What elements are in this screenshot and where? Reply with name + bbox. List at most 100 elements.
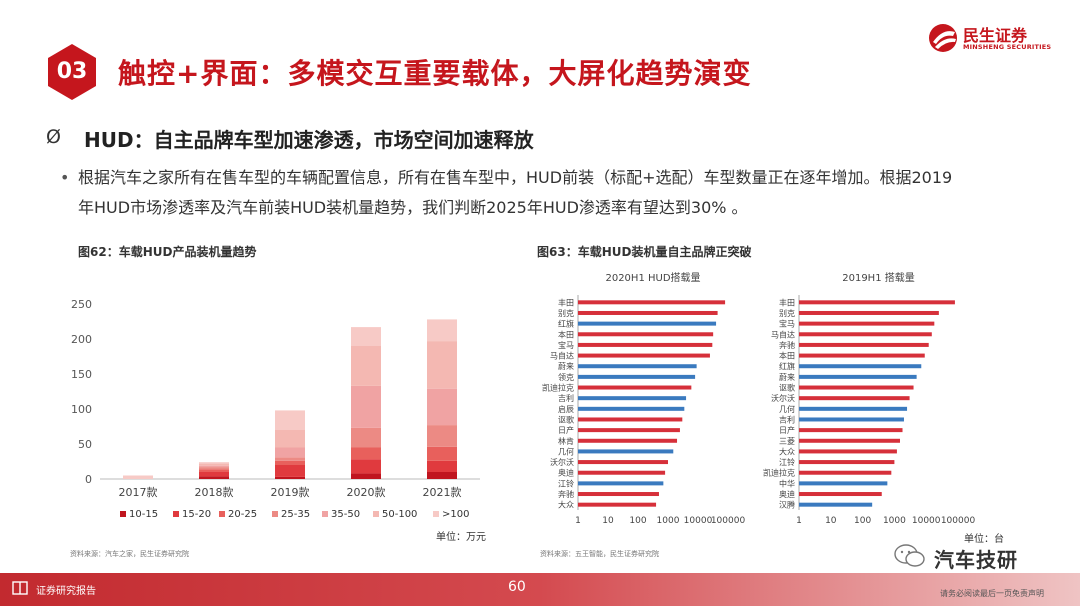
bar: [799, 300, 955, 305]
legend-label: >100: [442, 509, 469, 520]
legend-swatch: [120, 511, 126, 517]
bar: [578, 460, 668, 465]
category-label: 江铃: [779, 457, 795, 467]
bar: [799, 374, 917, 379]
stack-segment: [275, 430, 305, 448]
stack-segment: [427, 446, 457, 461]
bar: [799, 428, 903, 433]
category-label: 宝马: [558, 340, 574, 350]
bar: [799, 364, 922, 369]
hbar-chart-2020h1: 2020H1 HUD搭载量丰田别克红旗本田宝马马自达蔚来领克凯迪拉克吉利启辰讴歌…: [542, 271, 745, 526]
y-tick-label: 250: [71, 298, 92, 311]
legend-swatch: [373, 511, 379, 517]
x-tick-label: 2020款: [347, 485, 386, 499]
subtitle-bullet: Ø: [46, 126, 61, 148]
legend-swatch: [173, 511, 179, 517]
figure63-unit: 单位：台: [964, 534, 1004, 545]
category-label: 吉利: [558, 393, 574, 403]
chart-title: 2019H1 搭载量: [842, 271, 915, 284]
bar: [578, 438, 678, 443]
x-tick-label: 2018款: [195, 485, 234, 499]
category-label: 丰田: [779, 297, 795, 307]
category-label: 马自达: [550, 351, 574, 361]
y-tick-label: 150: [71, 368, 92, 381]
bar: [799, 449, 897, 454]
bar: [799, 406, 908, 411]
stack-segment: [351, 447, 381, 460]
category-label: 红旗: [558, 319, 574, 329]
legend-swatch: [272, 511, 278, 517]
stack-segment: [123, 475, 153, 479]
x-tick-label: 100000: [941, 516, 976, 526]
category-label: 奔驰: [558, 489, 574, 499]
bar: [578, 364, 697, 369]
bar: [799, 385, 914, 390]
stack-segment: [275, 465, 305, 477]
stack-segment: [199, 463, 229, 466]
stack-segment: [427, 460, 457, 472]
y-tick-label: 0: [85, 473, 92, 486]
y-tick-label: 200: [71, 333, 92, 346]
bar: [578, 396, 687, 401]
category-label: 蔚来: [779, 372, 795, 382]
bar: [799, 492, 882, 497]
category-label: 别克: [779, 309, 795, 318]
stack-segment: [275, 460, 305, 465]
bar: [799, 342, 929, 347]
stack-segment: [427, 425, 457, 447]
stack-segment: [427, 319, 457, 342]
category-label: 中华: [779, 478, 795, 488]
category-label: 本田: [558, 329, 574, 339]
category-label: 大众: [558, 500, 574, 510]
bar: [578, 406, 685, 411]
figure63-source: 资料来源：五王智能，民生证券研究院: [540, 550, 659, 558]
category-label: 几何: [779, 404, 795, 414]
bar: [578, 353, 710, 358]
body-bullet: •: [60, 168, 70, 187]
bar: [578, 428, 680, 433]
bar: [578, 417, 683, 422]
legend-swatch: [322, 511, 328, 517]
category-label: 讴歌: [779, 383, 795, 393]
stack-segment: [199, 472, 229, 477]
category-label: 宝马: [779, 319, 795, 329]
bar: [578, 374, 696, 379]
stack-segment: [351, 346, 381, 386]
x-tick-label: 1000: [657, 516, 680, 526]
legend-label: 35-50: [331, 509, 360, 520]
footer-label: 证券研究报告: [36, 586, 96, 597]
category-label: 红旗: [779, 361, 795, 371]
category-label: 凯迪拉克: [542, 383, 574, 393]
section-number: 03: [56, 59, 88, 84]
category-label: 奥迪: [558, 468, 574, 478]
category-label: 奔驰: [779, 340, 795, 350]
category-label: 别克: [558, 309, 574, 318]
x-tick-label: 10: [602, 516, 614, 526]
stack-segment: [275, 447, 305, 458]
stack-segment: [199, 465, 229, 468]
category-label: 沃尔沃: [771, 393, 795, 403]
x-tick-label: 1000: [883, 516, 906, 526]
bar: [799, 321, 935, 326]
logo-english: MINSHENG SECURITIES: [963, 43, 1052, 51]
category-label: 吉利: [779, 414, 795, 424]
x-tick-label: 2021款: [423, 485, 462, 499]
category-label: 奥迪: [779, 489, 795, 499]
legend-label: 10-15: [129, 509, 158, 520]
bar: [799, 353, 925, 358]
chart-title: 2020H1 HUD搭载量: [605, 271, 700, 284]
stack-segment: [199, 469, 229, 472]
x-tick-label: 10: [825, 516, 837, 526]
x-tick-label: 10000: [684, 516, 713, 526]
bar: [799, 470, 892, 475]
category-label: 汉腾: [779, 500, 795, 510]
category-label: 马自达: [771, 329, 795, 339]
x-tick-label: 100: [854, 516, 871, 526]
bar: [578, 385, 692, 390]
figure62-unit: 单位：万元: [436, 532, 486, 543]
bar: [799, 332, 932, 337]
body-paragraph: 根据汽车之家所有在售车型的车辆配置信息，所有在售车型中，HUD前装（标配+选配）…: [78, 163, 1038, 223]
body-line-2: 年HUD市场渗透率及汽车前装HUD装机量趋势，我们判断2025年HUD渗透率有望…: [78, 198, 748, 217]
bar: [799, 481, 888, 486]
figure63-title: 图63：车载HUD装机量自主品牌正突破: [537, 245, 752, 259]
